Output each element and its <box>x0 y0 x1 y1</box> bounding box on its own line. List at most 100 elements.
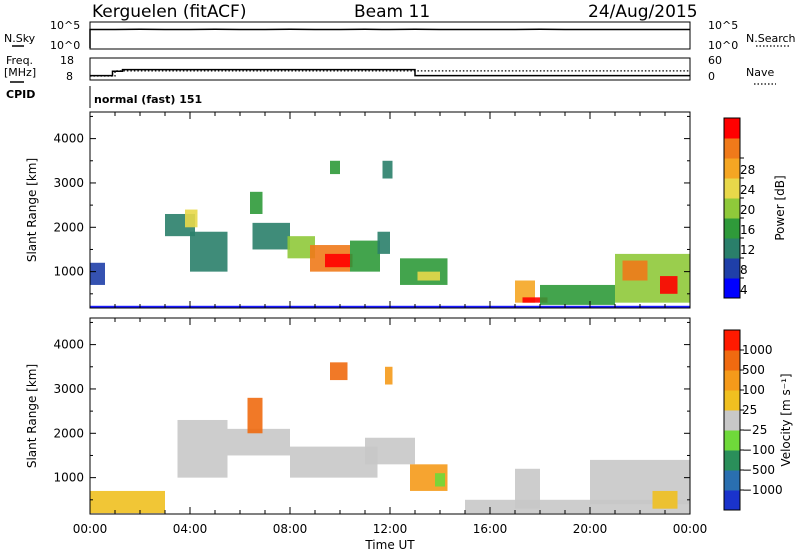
velocity-ylabel: Slant Range [km] <box>25 364 39 468</box>
velocity-panel-echo-4 <box>290 446 378 478</box>
velocity-panel-echo-0 <box>90 490 165 514</box>
power-panel-echo-11 <box>330 160 340 175</box>
power-cbar-frame <box>723 117 741 299</box>
velocity-cbar-title: Velocity [m s⁻¹] <box>779 373 793 466</box>
power-panel-echo-1 <box>90 262 105 285</box>
power-ytick-label-2: 3000 <box>53 176 84 190</box>
power-panel-echo-10 <box>350 240 380 272</box>
velocity-ytick-label-0: 1000 <box>53 471 84 485</box>
power-cbar-label-6: 28 <box>740 163 755 177</box>
velocity-panel-echo-11 <box>515 468 540 509</box>
power-cbar-label-1: 8 <box>740 263 748 277</box>
power-cbar-label-2: 12 <box>740 243 755 257</box>
nsearch-label: N.Search <box>746 32 796 45</box>
freq-tick-bottom: 8 <box>66 70 73 83</box>
power-cbar-swatch-3 <box>724 218 740 239</box>
freq-trace <box>90 68 690 77</box>
freq-panel <box>89 57 691 81</box>
velocity-panel-echo-1 <box>177 419 228 478</box>
velocity-cbar-swatch-3 <box>724 430 740 451</box>
velocity-ytick-label-3: 4000 <box>53 338 84 352</box>
velocity-colorbar: 1000 500 100 25 −25 −100 −500 −1000 Velocity [m … <box>723 329 793 511</box>
freq-label: Freq. <box>6 54 33 67</box>
power-panel-echo-15 <box>417 271 440 281</box>
power-panel-echo-17 <box>522 297 548 303</box>
nsky-tick-top: 10^5 <box>50 19 80 32</box>
velocity-cbar-swatch-6 <box>724 370 740 391</box>
nsearch-tick-top: 10^5 <box>708 19 738 32</box>
velocity-ytick-label-2: 3000 <box>53 382 84 396</box>
velocity-cbar-frame <box>723 329 741 511</box>
velocity-panel-echo-9 <box>435 473 445 487</box>
xtick-label-6: 00:00 <box>673 522 708 536</box>
power-panel-echo-13 <box>377 231 390 254</box>
nave-tick-top: 60 <box>708 54 722 67</box>
velocity-cbar-swatch-0 <box>724 490 740 511</box>
nsky-panel <box>89 21 691 50</box>
power-panel-echo-12 <box>382 160 393 179</box>
velocity-panel-echo-3 <box>247 397 263 434</box>
velocity-cbar-swatch-7 <box>724 350 740 371</box>
xtick-label-3: 12:00 <box>373 522 408 536</box>
power-panel-echo-18 <box>540 284 615 305</box>
velocity-cbar-label-0: 1000 <box>742 343 773 357</box>
power-cbar-title: Power [dB] <box>773 175 787 240</box>
power-cbar-swatch-1 <box>724 258 740 279</box>
power-cbar-label-5: 24 <box>740 183 755 197</box>
power-panel-bg <box>90 112 690 308</box>
power-cbar-swatch-8 <box>724 118 740 139</box>
xtick-label-1: 04:00 <box>173 522 208 536</box>
velocity-panel-echo-13 <box>652 490 678 509</box>
velocity-panel: 1000 2000 3000 4000 Slant Range [km] <box>25 317 691 515</box>
power-cbar-swatch-2 <box>724 238 740 259</box>
velocity-cbar-swatch-5 <box>724 390 740 411</box>
power-cbar-swatch-0 <box>724 278 740 299</box>
freq-unit-label: [MHz] <box>4 66 36 79</box>
power-panel-echo-21 <box>660 276 678 294</box>
power-ytick-label-3: 4000 <box>53 132 84 146</box>
velocity-panel-echo-6 <box>385 366 393 385</box>
xtick-label-4: 16:00 <box>473 522 508 536</box>
power-panel: 1000 2000 3000 4000 Slant Range [km] <box>25 111 691 309</box>
power-cbar-label-0: 4 <box>740 283 748 297</box>
velocity-cbar-label-1: 500 <box>742 363 765 377</box>
velocity-cbar-label-3: 25 <box>742 403 757 417</box>
velocity-cbar-label-5: −100 <box>742 443 775 457</box>
power-ytick-label-0: 1000 <box>53 265 84 279</box>
cpid-text: normal (fast) 151 <box>94 93 202 106</box>
power-panel-echo-6 <box>252 222 290 250</box>
power-colorbar: 4 8 12 16 20 24 28 Power [dB] <box>723 117 787 299</box>
nave-label: Nave <box>746 66 774 79</box>
power-ytick-label-1: 2000 <box>53 220 84 234</box>
velocity-panel-echo-7 <box>365 437 415 465</box>
date-label: 24/Aug/2015 <box>588 2 698 22</box>
power-cbar-label-4: 20 <box>740 203 755 217</box>
power-cbar-swatch-5 <box>724 178 740 199</box>
xtick-label-5: 20:00 <box>573 522 608 536</box>
velocity-panel-echo-5 <box>330 362 348 381</box>
xaxis-label: Time UT <box>364 538 415 552</box>
power-panel-echo-4 <box>190 231 228 272</box>
freq-tick-top: 18 <box>60 54 74 67</box>
cpid-label: CPID <box>6 88 35 101</box>
power-panel-echo-5 <box>250 191 263 214</box>
time-axis: 00:00 04:00 08:00 12:00 16:00 20:00 00:00 Time … <box>73 522 708 552</box>
nave-tick-bottom: 0 <box>708 70 715 83</box>
power-cbar-swatch-6 <box>724 158 740 179</box>
beam-label: Beam 11 <box>354 2 430 22</box>
power-panel-echo-16 <box>515 280 535 303</box>
xtick-label-2: 08:00 <box>273 522 308 536</box>
nsky-trace <box>89 28 690 48</box>
power-panel-echo-20 <box>622 260 648 281</box>
power-cbar-label-3: 16 <box>740 223 755 237</box>
station-title: Kerguelen (fitACF) <box>92 2 246 22</box>
velocity-cbar-swatch-8 <box>724 330 740 351</box>
nsky-tick-bottom: 10^0 <box>50 39 80 52</box>
velocity-cbar-label-7: −1000 <box>742 483 783 497</box>
power-cbar-swatch-7 <box>724 138 740 159</box>
velocity-cbar-swatch-2 <box>724 450 740 471</box>
velocity-cbar-label-2: 100 <box>742 383 765 397</box>
velocity-cbar-swatch-1 <box>724 470 740 491</box>
velocity-cbar-swatch-4 <box>724 410 740 431</box>
